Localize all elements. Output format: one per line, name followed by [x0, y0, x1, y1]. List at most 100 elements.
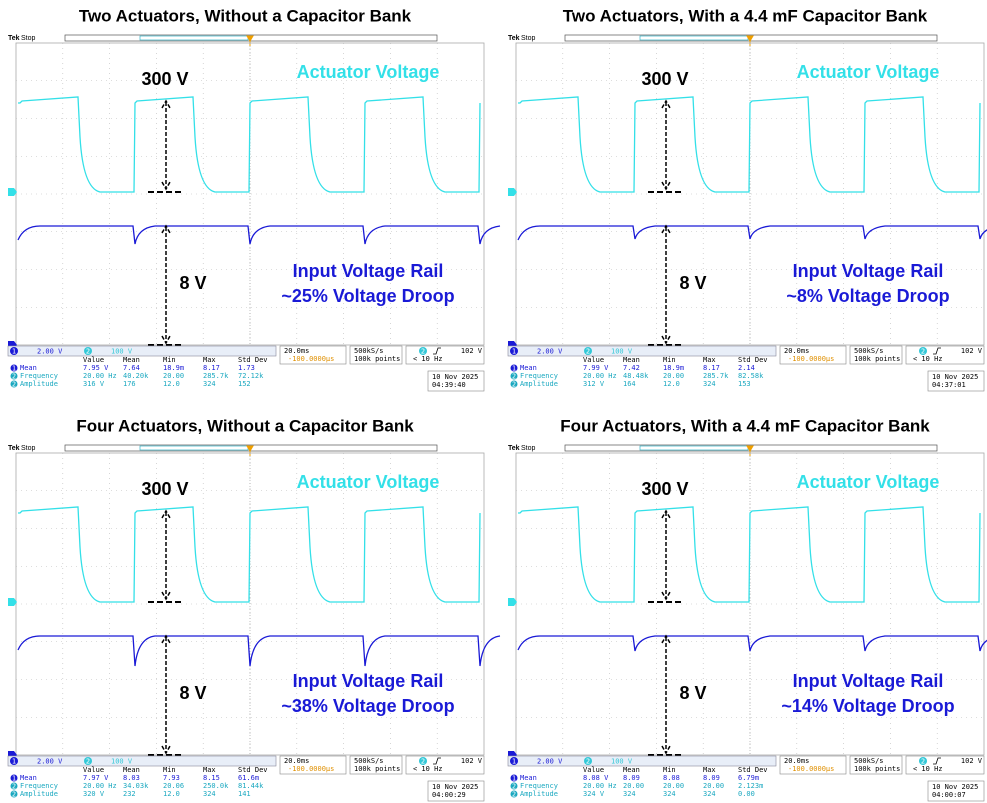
timebase: 20.0ms — [784, 347, 809, 355]
sample-rate: 500kS/s — [354, 347, 384, 355]
meas-cell: 40.20k — [123, 372, 149, 380]
meas-cell: 8.08 — [663, 774, 680, 782]
meas-cell: 6.79m — [738, 774, 759, 782]
meas-cell: 20.00 — [663, 782, 684, 790]
meas-header: Min — [163, 766, 176, 774]
meas-cell: 176 — [123, 380, 136, 388]
panel-title: Two Actuators, With a 4.4 mF Capacitor B… — [563, 6, 928, 25]
row-channel: 2 — [512, 373, 516, 381]
rail-amplitude: 8 V — [679, 683, 706, 703]
meas-header: Value — [83, 356, 104, 364]
trigger-frequency: < 10 Hz — [913, 355, 943, 363]
timebase: 20.0ms — [784, 757, 809, 765]
row-channel: 2 — [512, 791, 516, 799]
row-channel: 1 — [512, 775, 516, 783]
sample-rate: 500kS/s — [854, 347, 884, 355]
meas-cell: 324 — [203, 380, 216, 388]
meas-cell: 285.7k — [203, 372, 229, 380]
time: 04:37:01 — [932, 381, 966, 389]
meas-header: Value — [83, 766, 104, 774]
channel-scale: 2.00 V — [537, 348, 563, 356]
meas-header: Max — [203, 356, 216, 364]
meas-cell: 8.17 — [203, 364, 220, 372]
acq-status: Stop — [21, 445, 36, 452]
meas-cell: 1.73 — [238, 364, 255, 372]
trigger-position: -100.0000µs — [288, 355, 334, 363]
trigger-frequency: < 10 Hz — [413, 355, 443, 363]
date: 10 Nov 2025 — [432, 373, 478, 381]
channel-scale: 100 V — [111, 348, 133, 356]
meas-header: Mean — [123, 356, 140, 364]
actuator-amplitude: 300 V — [141, 69, 188, 89]
row-channel: 2 — [12, 373, 16, 381]
meas-header: Std Dev — [738, 356, 768, 364]
meas-cell: 7.64 — [123, 364, 140, 372]
trigger-slope — [933, 348, 941, 354]
meas-header: Max — [203, 766, 216, 774]
meas-cell: 250.0k — [203, 782, 229, 790]
meas-header: Mean — [123, 766, 140, 774]
date: 10 Nov 2025 — [932, 783, 978, 791]
row-label: Frequency — [520, 782, 558, 790]
date: 10 Nov 2025 — [432, 783, 478, 791]
meas-cell: 7.42 — [623, 364, 640, 372]
meas-cell: 18.9m — [663, 364, 684, 372]
droop-label: ~14% Voltage Droop — [781, 696, 954, 716]
time: 04:39:40 — [432, 381, 466, 389]
meas-cell: 18.9m — [163, 364, 184, 372]
meas-cell: 7.99 V — [583, 364, 609, 372]
rail-amplitude: 8 V — [179, 683, 206, 703]
meas-cell: 20.00 — [163, 372, 184, 380]
meas-cell: 20.00 — [703, 782, 724, 790]
meas-header: Min — [663, 766, 676, 774]
meas-cell: 20.06 — [163, 782, 184, 790]
scope-panel: Four Actuators, Without a Capacitor Bank… — [8, 416, 500, 801]
meas-cell: 320 V — [83, 790, 105, 798]
sample-rate: 500kS/s — [854, 757, 884, 765]
scope-panel: Two Actuators, Without a Capacitor BankT… — [8, 6, 500, 391]
record-length: 100k points — [854, 355, 900, 363]
droop-label: ~38% Voltage Droop — [281, 696, 454, 716]
meas-cell: 20.00 Hz — [583, 782, 617, 790]
droop-label: ~8% Voltage Droop — [786, 286, 949, 306]
actuator-label: Actuator Voltage — [297, 62, 440, 82]
channel-id: 2 — [586, 348, 590, 356]
meas-cell: 8.15 — [203, 774, 220, 782]
meas-cell: 82.58k — [738, 372, 764, 380]
time: 04:00:29 — [432, 791, 466, 799]
timebase: 20.0ms — [284, 757, 309, 765]
meas-cell: 152 — [238, 380, 251, 388]
trigger-level: 102 V — [461, 347, 483, 355]
meas-cell: 232 — [123, 790, 136, 798]
meas-cell: 2.123m — [738, 782, 763, 790]
meas-header: Std Dev — [738, 766, 768, 774]
rail-label: Input Voltage Rail — [293, 261, 444, 281]
meas-header: Value — [583, 356, 604, 364]
meas-cell: 48.48k — [623, 372, 649, 380]
scope-panel: Two Actuators, With a 4.4 mF Capacitor B… — [508, 6, 987, 391]
record-length: 100k points — [354, 355, 400, 363]
meas-cell: 20.00 — [623, 782, 644, 790]
meas-cell: 12.0 — [163, 380, 180, 388]
meas-header: Value — [583, 766, 604, 774]
row-label: Amplitude — [20, 790, 58, 798]
rail-label: Input Voltage Rail — [793, 261, 944, 281]
trigger-slope — [933, 758, 941, 764]
trigger-position: -100.0000µs — [288, 765, 334, 773]
actuator-label: Actuator Voltage — [297, 472, 440, 492]
meas-cell: 20.00 Hz — [83, 782, 117, 790]
figure: Two Actuators, Without a Capacitor Bank T… — [0, 0, 987, 803]
row-label: Frequency — [520, 372, 558, 380]
meas-cell: 316 V — [83, 380, 105, 388]
meas-header: Std Dev — [238, 356, 268, 364]
meas-cell: 12.0 — [663, 380, 680, 388]
row-channel: 1 — [512, 365, 516, 373]
droop-label: ~25% Voltage Droop — [281, 286, 454, 306]
record-length: 100k points — [854, 765, 900, 773]
date: 10 Nov 2025 — [932, 373, 978, 381]
row-label: Mean — [20, 774, 37, 782]
row-channel: 1 — [12, 365, 16, 373]
row-label: Mean — [520, 364, 537, 372]
meas-cell: 153 — [738, 380, 751, 388]
panel-title: Two Actuators, Without a Capacitor Bank — [79, 6, 412, 25]
